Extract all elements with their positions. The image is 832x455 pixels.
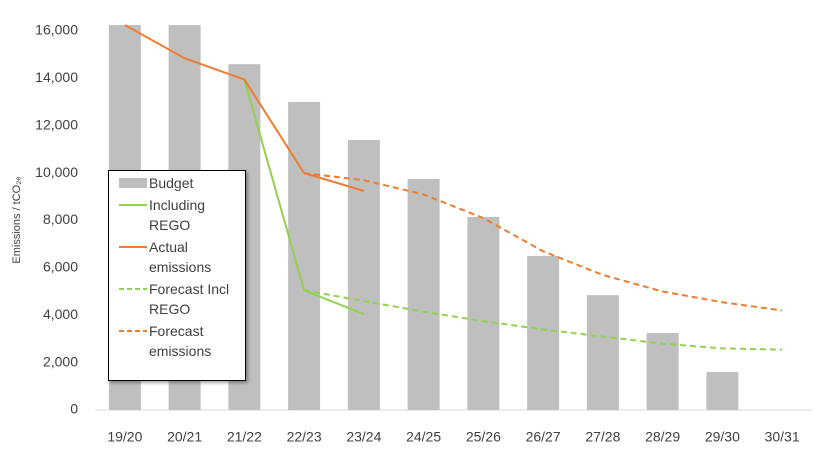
- legend-item: Forecast Incl REGO: [109, 279, 245, 319]
- legend-symbol: [119, 178, 147, 188]
- x-tick-label: 22/23: [287, 429, 322, 445]
- bar: [527, 256, 560, 410]
- y-tick-label: 10,000: [35, 164, 78, 180]
- bar: [467, 216, 500, 410]
- legend-symbol: [119, 204, 147, 206]
- x-tick-label: 26/27: [526, 429, 561, 445]
- y-tick-label: 6,000: [43, 259, 78, 275]
- legend-label: Actual emissions: [149, 239, 212, 275]
- legend-item: Actual emissions: [109, 237, 245, 277]
- legend-label: Forecast emissions: [149, 323, 212, 359]
- x-tick-label: 20/21: [167, 429, 202, 445]
- line: [124, 24, 365, 192]
- bar: [288, 102, 321, 410]
- bar: [586, 295, 619, 410]
- line: [304, 172, 783, 312]
- bar: [646, 333, 679, 410]
- y-tick-label: 14,000: [35, 69, 78, 85]
- line: [243, 79, 365, 315]
- x-tick-label: 25/26: [466, 429, 501, 445]
- y-tick-label: 12,000: [35, 116, 78, 132]
- x-tick-label: 24/25: [406, 429, 441, 445]
- legend-label: Forecast Incl REGO: [149, 281, 230, 317]
- x-tick-label: 19/20: [107, 429, 142, 445]
- x-tick-label: 21/22: [227, 429, 262, 445]
- y-axis-title: Emissions / tCO₂ₑ: [11, 176, 23, 263]
- legend-symbol: [119, 288, 147, 290]
- x-tick-label: 27/28: [585, 429, 620, 445]
- y-tick-label: 8,000: [43, 211, 78, 227]
- y-tick-label: 0: [70, 401, 78, 417]
- y-tick-label: 16,000: [35, 22, 78, 38]
- bar: [706, 372, 739, 410]
- legend-symbol: [119, 246, 147, 248]
- bar: [407, 179, 440, 410]
- legend-item: Budget: [109, 173, 245, 193]
- x-tick-label: 23/24: [346, 429, 381, 445]
- legend-item: Forecast emissions: [109, 321, 245, 361]
- legend-item: Including REGO: [109, 195, 245, 235]
- x-tick-label: 30/31: [765, 429, 800, 445]
- y-tick-label: 2,000: [43, 353, 78, 369]
- x-tick-label: 28/29: [645, 429, 680, 445]
- legend: Budget Including REGO Actual emissions Fore…: [108, 170, 246, 381]
- legend-swatch: [119, 178, 147, 188]
- x-tick-label: 29/30: [705, 429, 740, 445]
- legend-label: Including REGO: [149, 197, 206, 233]
- legend-label: Budget: [149, 175, 194, 191]
- line: [303, 289, 783, 351]
- legend-symbol: [119, 330, 147, 332]
- bar: [347, 139, 380, 410]
- y-tick-label: 4,000: [43, 306, 78, 322]
